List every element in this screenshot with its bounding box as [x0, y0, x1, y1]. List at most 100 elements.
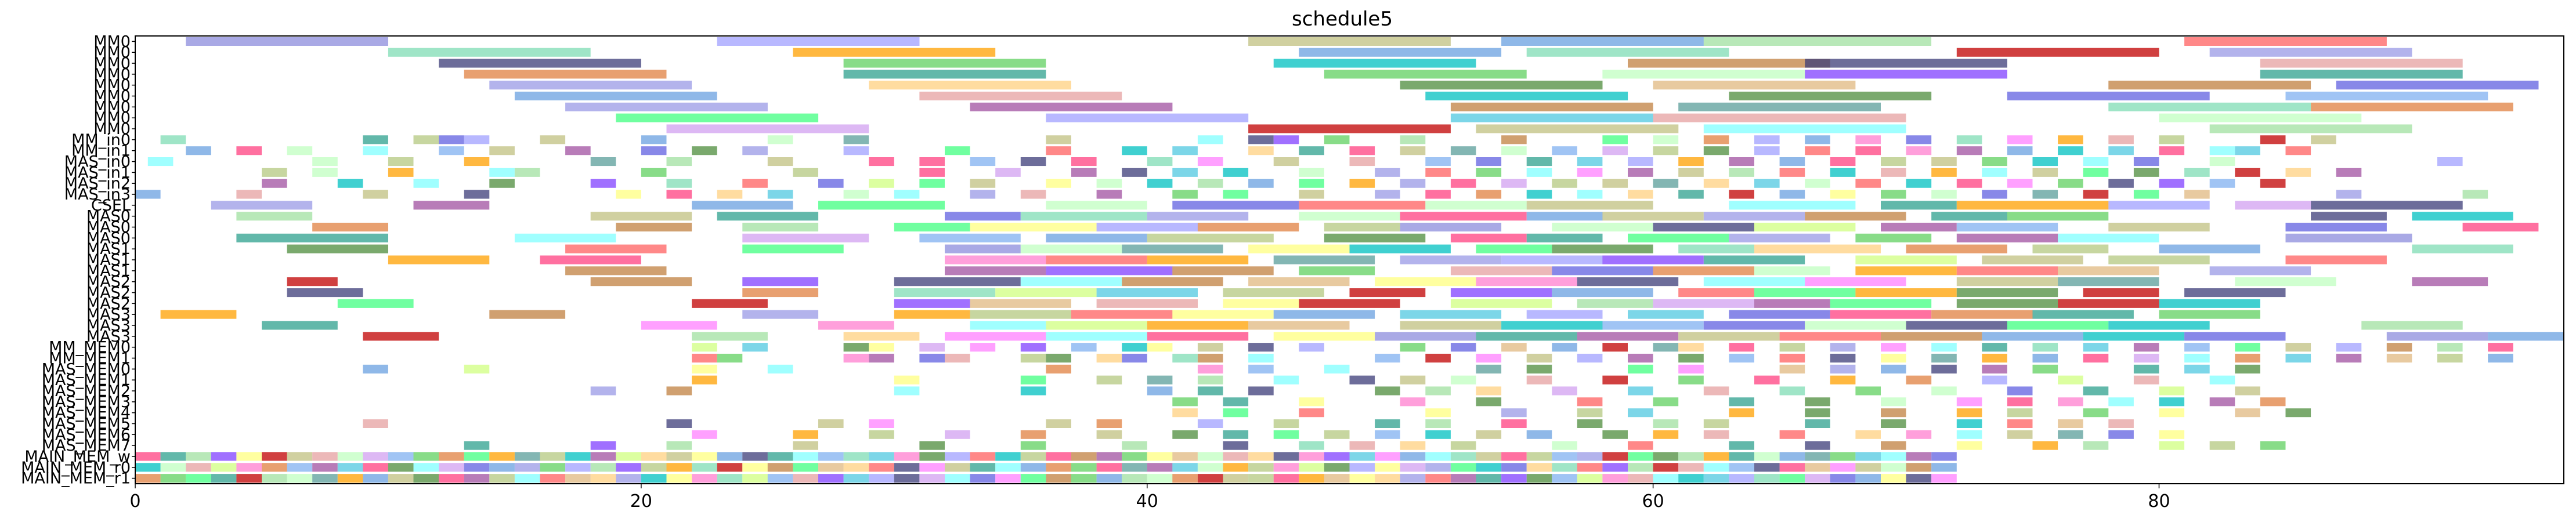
task-bar-467: [1122, 343, 1147, 352]
task-bar-4: [1703, 37, 1932, 46]
task-bar-599: [1729, 397, 1754, 407]
task-bar-520: [1982, 353, 2007, 362]
task-bar-227: [666, 190, 692, 199]
task-bar-300: [1881, 223, 1957, 232]
task-bar-683: [1628, 441, 1653, 450]
task-bar-554: [1020, 375, 1046, 385]
task-bar-101: [1450, 146, 1476, 155]
task-bar-619: [1956, 408, 1982, 418]
task-bar-153: [312, 168, 338, 177]
task-bar-856: [616, 474, 641, 483]
task-bar-283: [1805, 212, 1906, 221]
task-bar-1: [717, 37, 920, 46]
task-bar-609: [1172, 408, 1198, 418]
task-bar-900: [1729, 474, 1754, 483]
task-bar-14: [1273, 59, 1476, 68]
task-bar-463: [919, 343, 945, 352]
task-bar-730: [1071, 452, 1097, 461]
task-bar-211: [1754, 179, 1780, 188]
task-bar-657: [1476, 430, 1502, 439]
task-bar-65: [1324, 135, 1350, 144]
task-bar-885: [1349, 474, 1375, 483]
task-bar-412: [894, 310, 970, 319]
task-bar-531: [363, 364, 388, 374]
task-bar-739: [1299, 452, 1324, 461]
y-label-row-31: MAS_MEM1: [42, 371, 131, 389]
task-bar-580: [1425, 386, 1451, 396]
task-bar-307: [742, 233, 869, 242]
task-bar-29: [2336, 81, 2539, 90]
task-bar-164: [1223, 168, 1249, 177]
task-bar-35: [2285, 92, 2488, 101]
task-bar-152: [262, 168, 287, 177]
task-bar-598: [1653, 397, 1679, 407]
y-label-row-2: MM0: [93, 55, 131, 72]
task-bar-651: [1172, 430, 1198, 439]
task-bar-731: [1096, 452, 1122, 461]
task-bar-602: [1956, 397, 1982, 407]
task-bar-894: [1577, 474, 1603, 483]
task-bar-527: [2336, 353, 2362, 362]
task-bar-780: [514, 463, 540, 472]
task-bar-829: [1754, 463, 1780, 472]
y-label-row-10: MM_in1: [71, 142, 131, 160]
task-bar-329: [1552, 244, 1653, 253]
task-bar-682: [1552, 441, 1577, 450]
task-bar-69: [1653, 135, 1679, 144]
task-bar-697: [236, 452, 262, 461]
task-bar-475: [1552, 343, 1577, 352]
task-bar-756: [1729, 452, 1754, 461]
task-bar-617: [1805, 408, 1830, 418]
task-bar-685: [1805, 441, 1830, 450]
task-bar-25: [869, 81, 1071, 90]
task-bar-597: [1577, 397, 1603, 407]
task-bar-386: [1450, 288, 1552, 298]
task-bar-108: [1805, 146, 1830, 155]
task-bar-645: [692, 430, 717, 439]
task-bar-151: [2437, 157, 2463, 166]
y-label-row-20: MAS1: [86, 251, 131, 269]
task-bar-576: [1147, 386, 1173, 396]
task-bar-458: [2488, 332, 2564, 341]
task-bar-100: [1400, 146, 1426, 155]
task-bar-806: [1172, 463, 1198, 472]
task-bar-272: [236, 212, 313, 221]
task-bar-214: [1906, 179, 1932, 188]
task-bar-793: [843, 463, 869, 472]
task-bar-532: [464, 364, 490, 374]
task-bar-208: [1602, 179, 1628, 188]
task-bar-487: [2133, 343, 2159, 352]
task-bar-899: [1703, 474, 1729, 483]
task-bar-665: [1956, 430, 1982, 439]
task-bar-415: [1172, 310, 1274, 319]
task-bar-767: [186, 463, 211, 472]
task-bar-32: [1425, 92, 1628, 101]
task-bar-235: [1172, 190, 1198, 199]
task-bar-275: [945, 212, 1021, 221]
task-bar-847: [388, 474, 414, 483]
task-bar-442: [692, 332, 768, 341]
task-bar-656: [1425, 430, 1451, 439]
task-bar-207: [1552, 179, 1577, 188]
task-bar-816: [1425, 463, 1451, 472]
task-bar-38: [1450, 102, 1653, 111]
task-bar-542: [1678, 364, 1704, 374]
task-bar-842: [262, 474, 287, 483]
task-bar-702: [363, 452, 388, 461]
task-bar-218: [2108, 179, 2134, 188]
task-bar-192: [742, 179, 768, 188]
task-bar-334: [2159, 244, 2260, 253]
task-bar-387: [1552, 288, 1653, 298]
task-bar-149: [2133, 157, 2159, 166]
task-bar-732: [1122, 452, 1147, 461]
task-bar-734: [1172, 452, 1198, 461]
task-bar-509: [1425, 353, 1451, 362]
task-bar-666: [2007, 430, 2033, 439]
task-bar-880: [1223, 474, 1249, 483]
task-bar-421: [1830, 310, 1932, 319]
task-bar-824: [1628, 463, 1653, 472]
task-bar-380: [742, 288, 819, 298]
task-bar-332: [1906, 244, 2007, 253]
task-bar-706: [464, 452, 490, 461]
task-bar-616: [1729, 408, 1754, 418]
